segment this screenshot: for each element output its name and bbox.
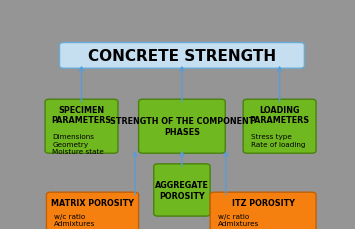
Text: CONCRETE STRENGTH: CONCRETE STRENGTH [88,49,276,64]
Text: Stress type
Rate of loading: Stress type Rate of loading [251,134,305,147]
Text: Dimensions
Geometry
Moisture state: Dimensions Geometry Moisture state [53,134,104,154]
FancyBboxPatch shape [243,100,316,154]
FancyBboxPatch shape [45,100,118,154]
Text: STRENGTH OF THE COMPONENT
PHASES: STRENGTH OF THE COMPONENT PHASES [110,117,254,137]
Text: MATRIX POROSITY: MATRIX POROSITY [51,198,134,207]
Text: ITZ POROSITY: ITZ POROSITY [231,198,295,207]
Text: LOADING
PARAMETERS: LOADING PARAMETERS [250,105,310,124]
Text: SPECIMEN
PARAMETERS: SPECIMEN PARAMETERS [51,105,111,124]
Text: w/c ratio
Admixtures
Aggregate size and gradation
Consolidation
Degree of hydrat: w/c ratio Admixtures Aggregate size and … [218,213,324,229]
FancyBboxPatch shape [60,43,304,69]
FancyBboxPatch shape [210,192,316,229]
Text: w/c ratio
Admixtures
Degree of hydration
Air content: w/c ratio Admixtures Degree of hydration… [54,213,126,229]
FancyBboxPatch shape [154,164,210,216]
FancyBboxPatch shape [47,192,138,229]
FancyBboxPatch shape [138,100,225,154]
Text: AGGREGATE
POROSITY: AGGREGATE POROSITY [155,180,209,200]
